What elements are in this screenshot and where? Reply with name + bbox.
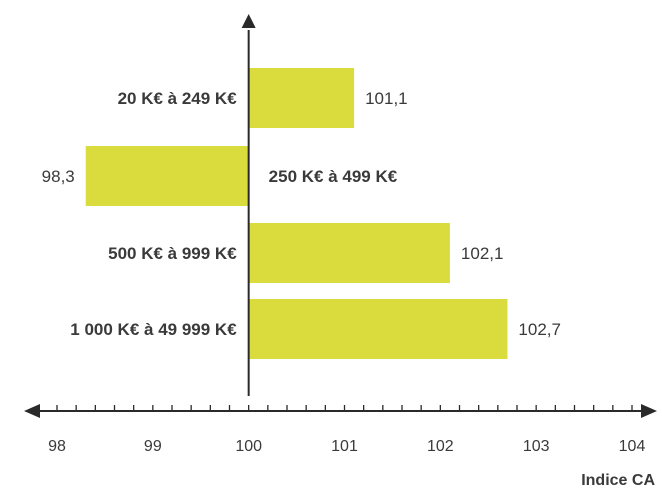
x-tick-label: 101 xyxy=(331,438,358,455)
category-label: 500 K€ à 999 K€ xyxy=(108,244,237,263)
value-label: 102,1 xyxy=(461,244,504,263)
bar xyxy=(248,223,450,283)
category-label: 1 000 K€ à 49 999 K€ xyxy=(70,320,237,339)
x-tick-label: 98 xyxy=(48,438,66,455)
category-label: 20 K€ à 249 K€ xyxy=(118,89,238,108)
category-label: 250 K€ à 499 K€ xyxy=(269,167,398,186)
x-tick-label: 100 xyxy=(235,438,262,455)
value-label: 101,1 xyxy=(365,89,408,108)
x-tick-label: 99 xyxy=(144,438,162,455)
x-tick-label: 102 xyxy=(427,438,454,455)
bars-layer xyxy=(85,68,508,359)
bar xyxy=(248,299,508,359)
axes-layer: 98 99 100 101 102 103 104 xyxy=(24,14,657,455)
value-label: 102,7 xyxy=(518,320,561,339)
labels-layer: 20 K€ à 249 K€ 101,1 250 K€ à 499 K€ 98,3 50… xyxy=(42,89,561,339)
x-axis-arrow-left xyxy=(24,404,40,418)
value-label: 98,3 xyxy=(42,167,75,186)
x-tick-label: 104 xyxy=(619,438,646,455)
bar xyxy=(248,68,355,128)
x-tick-label: 103 xyxy=(523,438,550,455)
x-axis-title: Indice CA xyxy=(581,472,655,489)
y-axis-arrow xyxy=(241,14,256,28)
bar xyxy=(85,146,249,206)
x-axis-arrow-right xyxy=(641,404,657,418)
